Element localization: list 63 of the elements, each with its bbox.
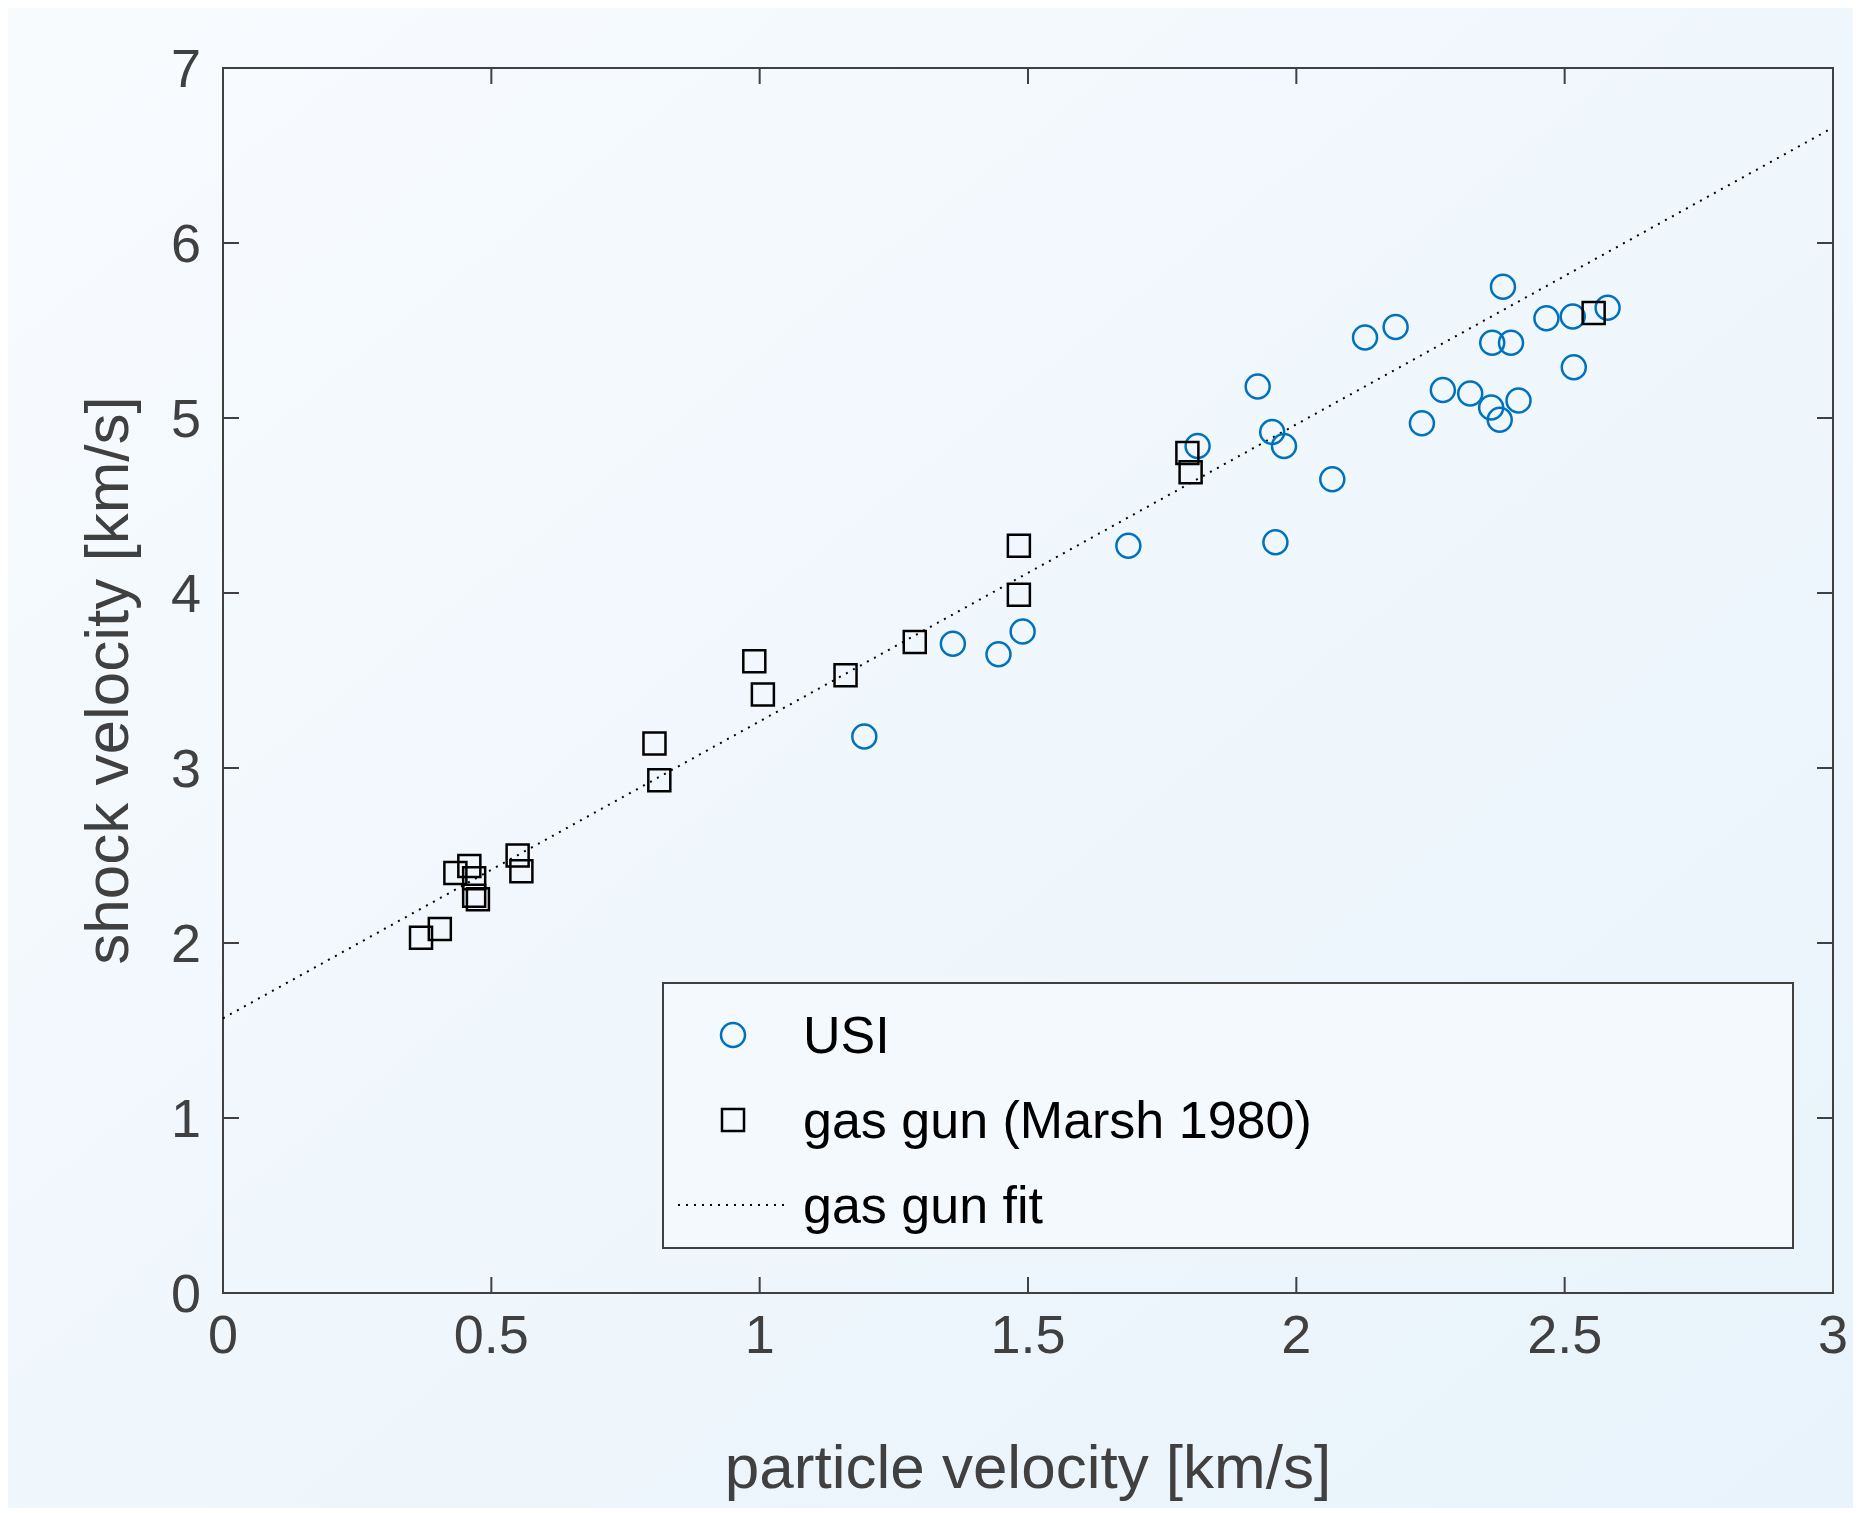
point (408, 925, 434, 950)
point (1497, 329, 1525, 356)
point (1270, 432, 1298, 460)
point (1505, 387, 1532, 414)
point (1382, 313, 1409, 341)
point (742, 649, 767, 674)
y-tick-label: 1 (170, 1088, 201, 1148)
y-tick-label: 7 (170, 38, 201, 98)
point (1115, 532, 1142, 559)
point (1262, 529, 1289, 556)
point (1594, 294, 1621, 321)
y-tick-label: 6 (170, 213, 201, 273)
y-tick-label: 2 (170, 913, 201, 973)
point (1533, 305, 1560, 332)
legend-label: USI (803, 1006, 890, 1064)
y-tick-label: 5 (170, 388, 201, 448)
point (1175, 440, 1200, 466)
point (939, 630, 967, 657)
point (1184, 432, 1211, 460)
x-tick-label: 2.5 (1527, 1304, 1603, 1364)
y-tick-label: 3 (170, 738, 201, 798)
x-axis-title: particle velocity [km/s] (724, 1432, 1332, 1501)
y-tick-label: 4 (170, 563, 201, 623)
point (833, 663, 858, 688)
point (1581, 300, 1606, 326)
x-tick-label: 0.5 (453, 1304, 529, 1364)
point (851, 723, 878, 750)
y-tick-label: 0 (170, 1263, 201, 1323)
point (443, 860, 468, 886)
point (1351, 324, 1379, 351)
point (647, 768, 672, 793)
x-tick-label: 3 (1817, 1304, 1849, 1364)
point (1009, 618, 1036, 645)
x-tick-label: 1.5 (990, 1304, 1066, 1364)
point (427, 916, 453, 942)
point (509, 859, 534, 884)
point (1408, 410, 1436, 437)
legend-label: gas gun fit (803, 1176, 1044, 1234)
point (505, 843, 530, 868)
point (457, 853, 482, 879)
point (1006, 582, 1032, 607)
point (1319, 466, 1346, 493)
x-tick-label: 1 (744, 1304, 775, 1364)
point (461, 866, 487, 891)
point (1006, 533, 1032, 558)
point (902, 629, 928, 655)
point (1489, 273, 1517, 300)
point (750, 682, 776, 707)
point (1478, 329, 1506, 356)
point (1258, 418, 1286, 446)
x-tick-label: 0 (207, 1304, 239, 1364)
point (1178, 460, 1203, 485)
point (1456, 380, 1484, 407)
point (985, 641, 1012, 668)
point (1429, 376, 1457, 404)
x-tick-label: 2 (1281, 1304, 1312, 1364)
point (1244, 373, 1271, 400)
legend-label: gas gun (Marsh 1980) (803, 1091, 1312, 1149)
point (642, 731, 667, 756)
point (1486, 406, 1513, 433)
y-axis-title: shock velocity [km/s] (72, 396, 141, 965)
point (1477, 394, 1505, 421)
point (1560, 354, 1588, 381)
